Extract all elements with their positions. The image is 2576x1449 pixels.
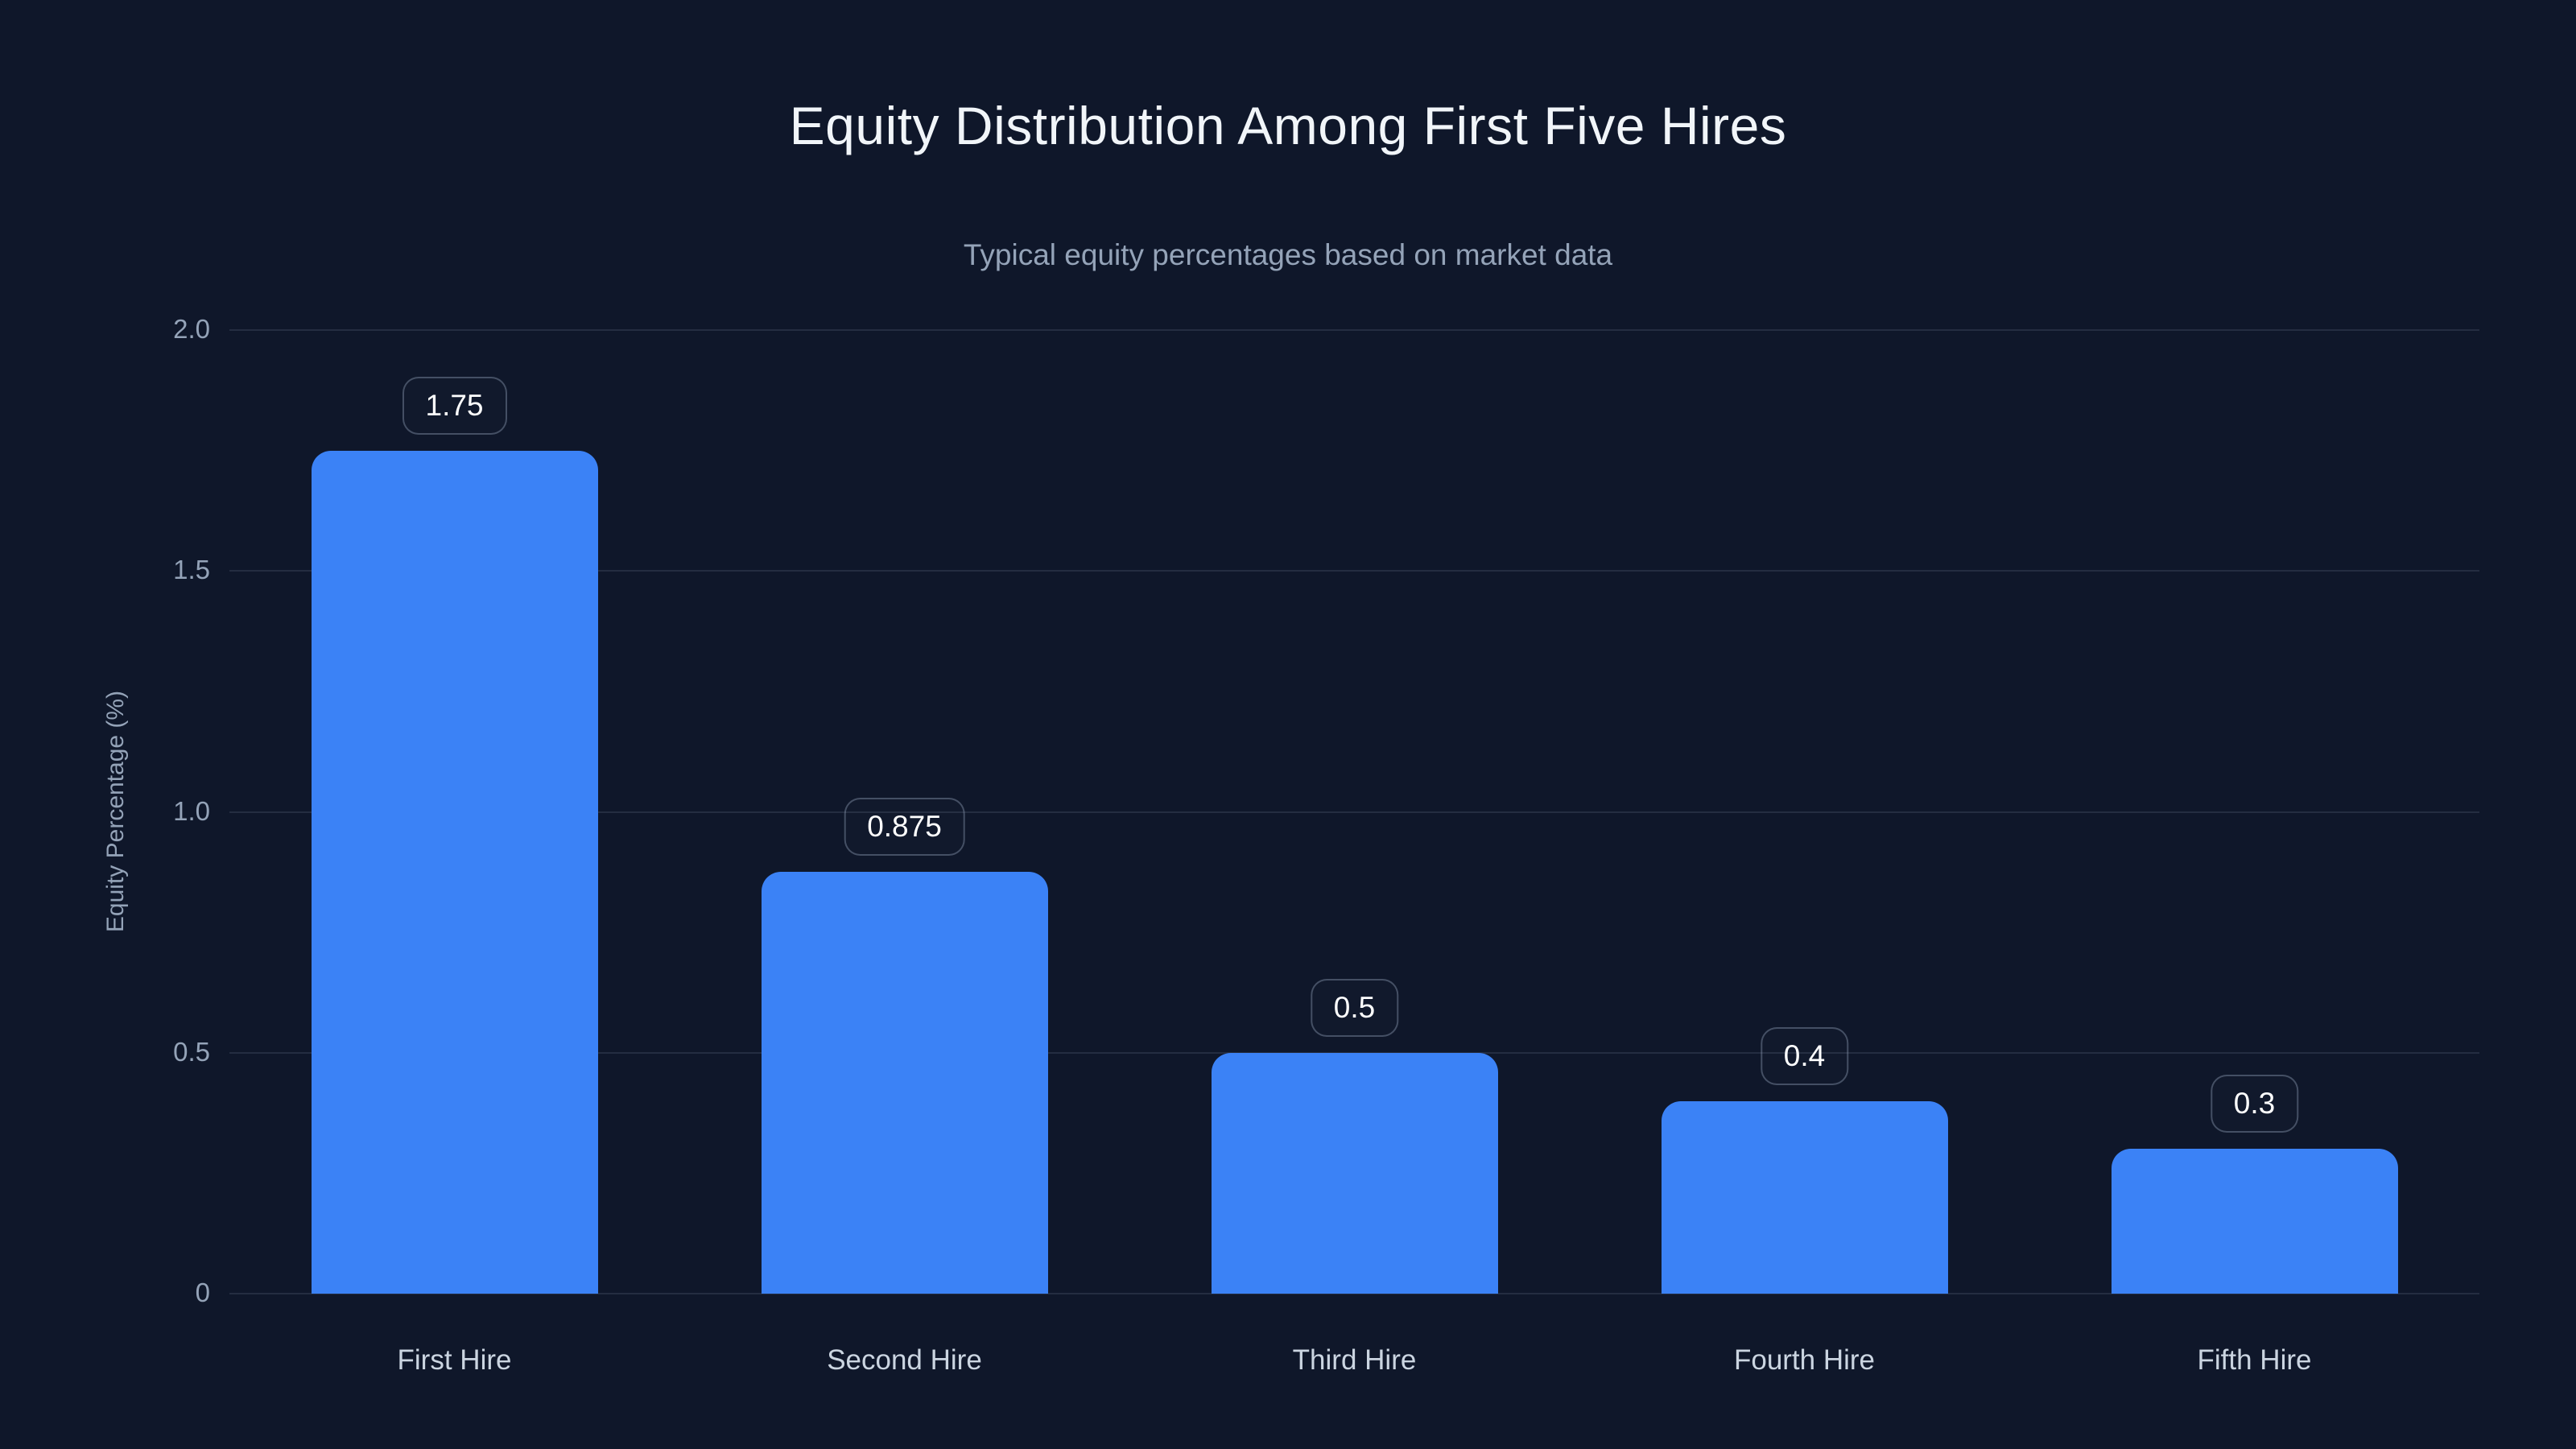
x-category-label-second-hire: Second Hire [827,1344,982,1376]
bar-value-label-second-hire: 0.875 [844,798,965,857]
bar-first-hire [311,450,598,1294]
y-tick-label: 1.0 [173,795,210,826]
gridline-1.0 [229,811,2479,813]
chart-subtitle: Typical equity percentages based on mark… [963,238,1613,271]
bar-fourth-hire [1661,1100,1948,1294]
y-axis-title: Equity Percentage (%) [102,690,129,933]
gridline-1.5 [229,570,2479,572]
bar-value-label-first-hire: 1.75 [402,376,507,435]
x-category-label-fourth-hire: Fourth Hire [1733,1344,1876,1376]
bar-third-hire [1211,1052,1498,1294]
y-tick-label: 2.0 [173,314,210,345]
x-category-label-first-hire: First Hire [397,1344,512,1376]
x-category-label-fifth-hire: Fifth Hire [2197,1344,2312,1376]
bar-second-hire [761,872,1048,1294]
chart-title: Equity Distribution Among First Five Hir… [789,96,1787,155]
x-category-label-third-hire: Third Hire [1292,1344,1417,1376]
y-tick-label: 0 [195,1278,210,1308]
y-tick-label: 1.5 [173,555,210,585]
bar-value-label-third-hire: 0.5 [1310,978,1399,1037]
y-tick-label: 0.5 [173,1036,210,1067]
plot-area: Equity Percentage (%) 2.0 1.5 1.0 0.5 0 1.75 F… [102,314,2479,1376]
gridline-0 [229,1293,2479,1294]
bar-fifth-hire [2111,1149,2398,1294]
gridline-2.0 [229,329,2479,331]
bar-value-label-fourth-hire: 0.4 [1760,1026,1849,1085]
bar-value-label-fifth-hire: 0.3 [2210,1075,2299,1133]
